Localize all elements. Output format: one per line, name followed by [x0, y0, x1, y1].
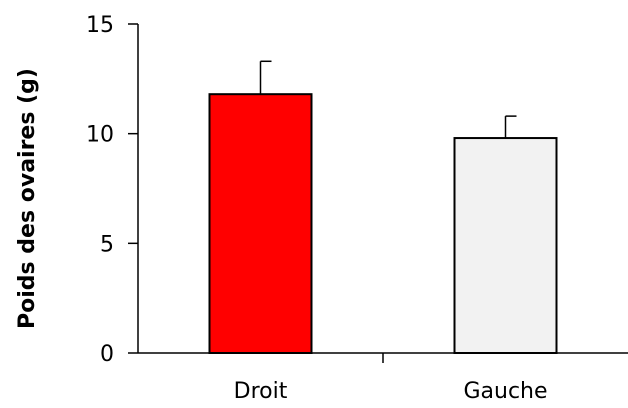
y-tick-label: 10 — [86, 123, 114, 148]
error-bars-layer — [259, 60, 517, 139]
x-ticks-layer: Droit Gauche — [234, 353, 548, 404]
x-tick-label-gauche: Gauche — [463, 379, 547, 404]
bars-layer — [208, 93, 558, 354]
y-tick-label: 15 — [86, 13, 114, 38]
y-ticks-layer: 0 5 10 15 — [86, 13, 138, 367]
y-axis-label: Poids des ovaires (g) — [15, 68, 40, 329]
y-tick-label: 0 — [100, 342, 114, 367]
x-tick-label-droit: Droit — [234, 379, 288, 404]
y-tick-label: 5 — [100, 232, 114, 257]
bar-droit — [208, 93, 313, 354]
bar-gauche — [453, 137, 558, 354]
